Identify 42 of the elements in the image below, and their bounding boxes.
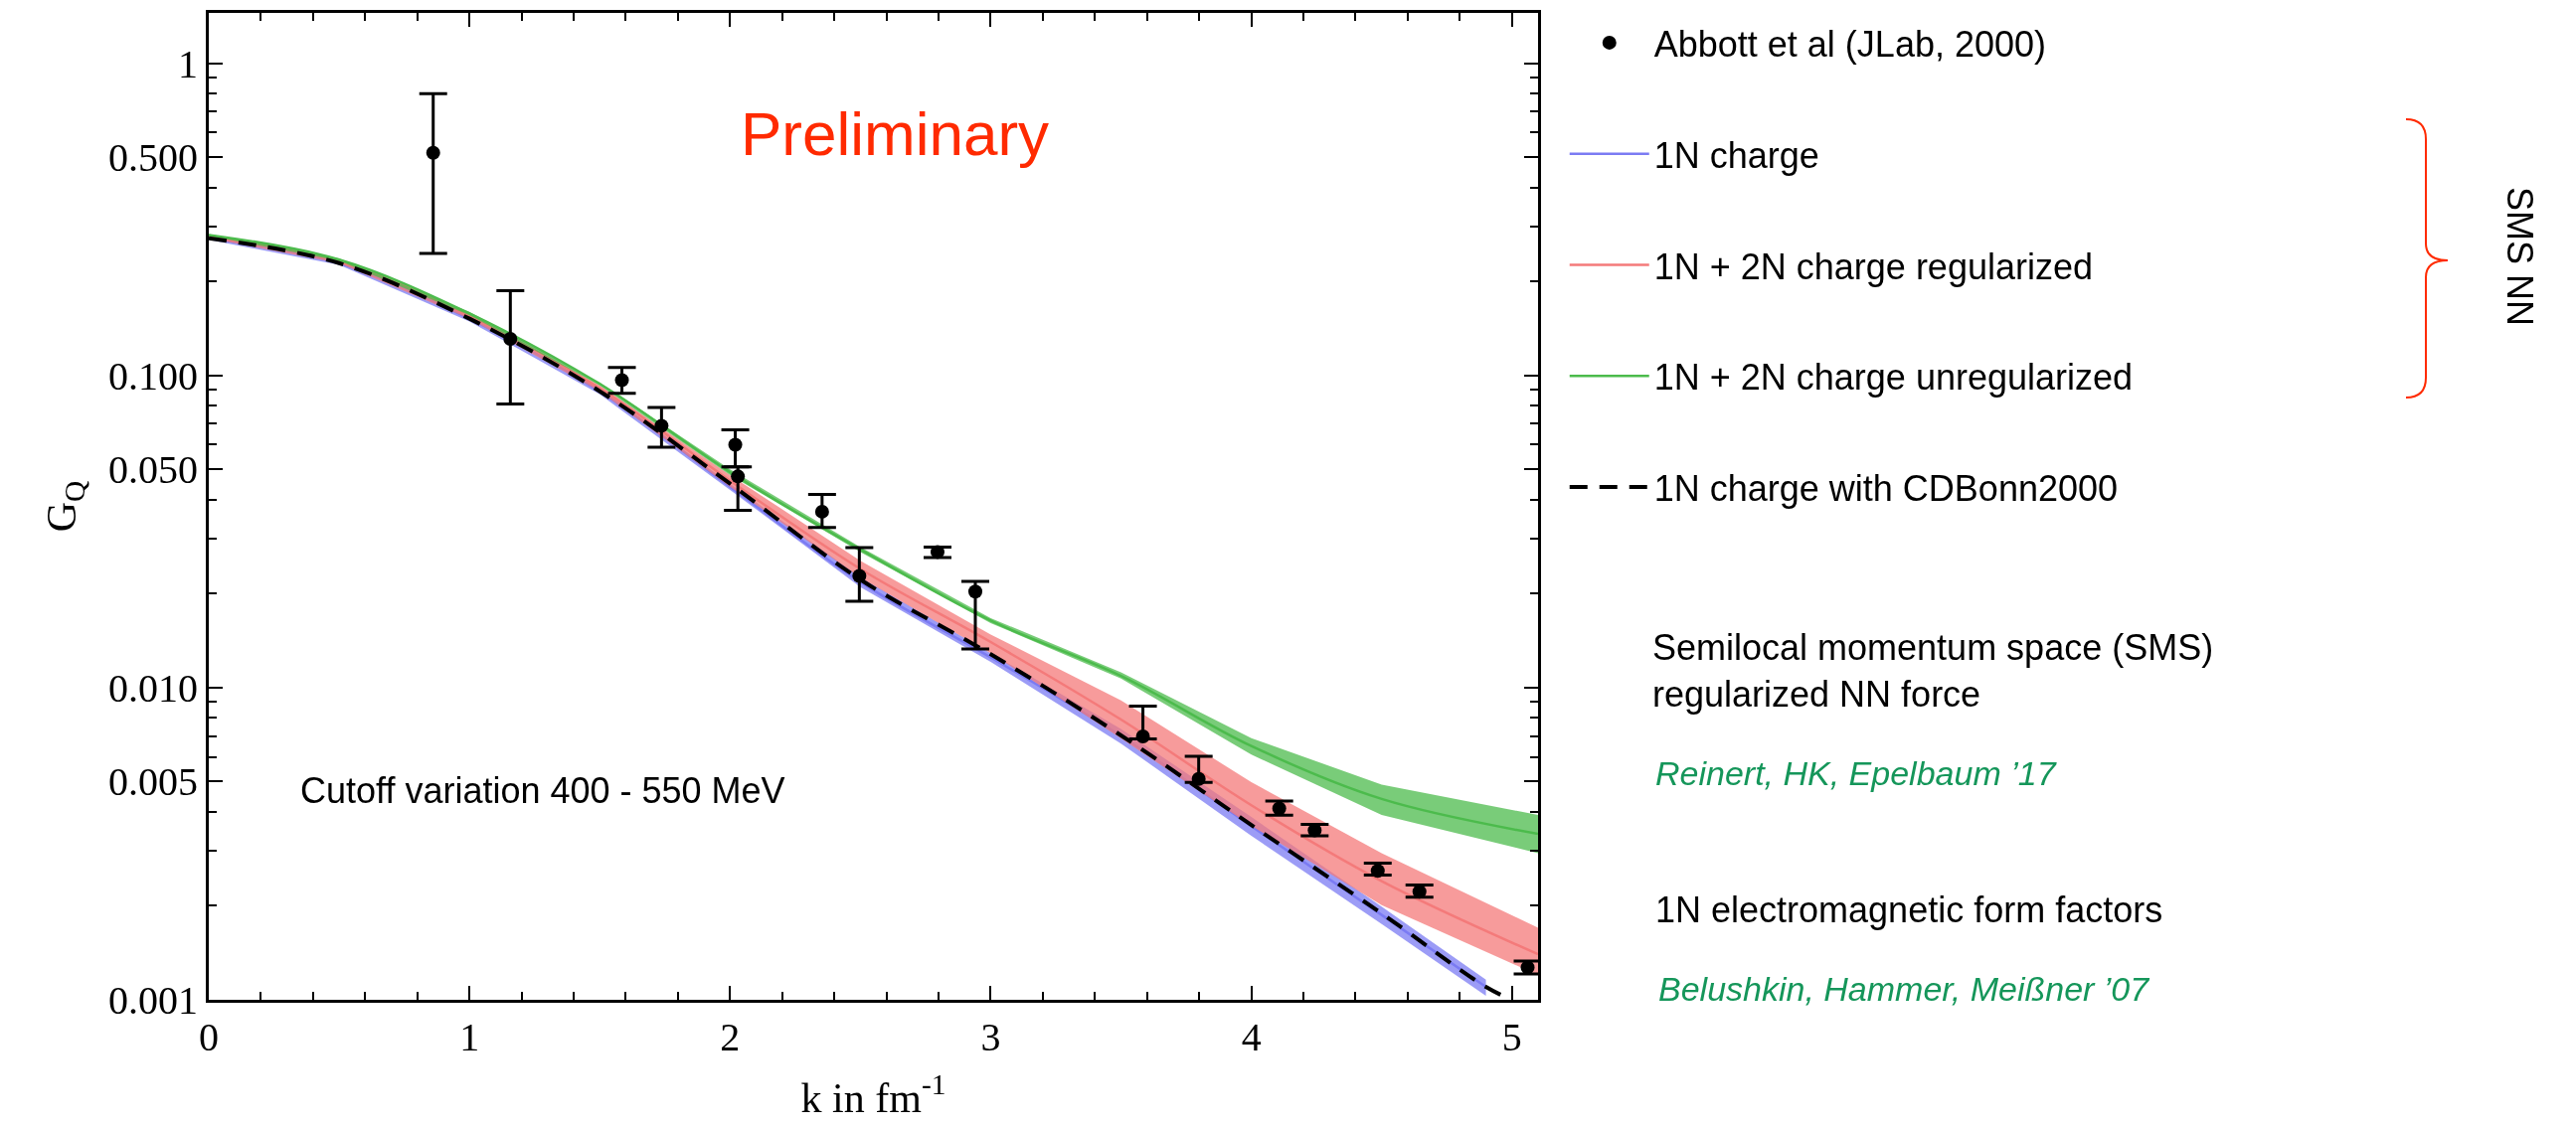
- text: SMS NN: [2499, 187, 2540, 327]
- x-tick-label: 4: [1241, 1015, 1262, 1059]
- point: [728, 437, 743, 452]
- legend-label: 1N charge: [1653, 134, 1819, 176]
- y-tick-label: 0.005: [108, 759, 198, 805]
- legend-label: 1N charge with CDBonn2000: [1653, 468, 2119, 510]
- text: Reinert, HK, Epelbaum ’17: [1655, 754, 2057, 792]
- point: [731, 469, 746, 484]
- x-tick-label: 3: [980, 1015, 1001, 1059]
- point: [654, 418, 669, 433]
- legend-label: 1N + 2N charge unregularized: [1653, 357, 2134, 399]
- point: [814, 504, 829, 519]
- y-tick-label: 1: [178, 41, 198, 86]
- y-tick-label: 0.010: [108, 665, 198, 711]
- point: [614, 373, 629, 388]
- text: 1N electromagnetic form factors: [1655, 889, 2163, 930]
- annotation: Preliminary: [741, 99, 1050, 168]
- legend-label: Abbott et al (JLab, 2000): [1653, 23, 2047, 65]
- text: Semilocal momentum space (SMS) regularized NN force: [1652, 627, 2214, 715]
- point: [968, 584, 982, 599]
- point: [1191, 771, 1206, 786]
- y-tick-label: 0.050: [108, 447, 198, 493]
- point: [852, 568, 867, 583]
- point: [931, 545, 945, 560]
- annotation: Cutoff variation 400 - 550 MeV: [300, 770, 785, 811]
- text: Belushkin, Hammer, Meißner ’07: [1658, 970, 2150, 1008]
- point: [1412, 885, 1427, 899]
- y-tick-label: 0.001: [108, 978, 198, 1023]
- point: [1520, 960, 1535, 975]
- point: [1272, 801, 1287, 816]
- y-tick-label: 0.500: [108, 135, 198, 181]
- point: [1370, 864, 1385, 879]
- x-tick-label: 0: [199, 1015, 219, 1059]
- point: [1135, 728, 1150, 743]
- point: [426, 145, 440, 160]
- legend-label: 1N + 2N charge regularized: [1653, 245, 2093, 287]
- x-axis-title: k in fm$^{-1}$: [800, 1068, 946, 1121]
- y-tick-label: 0.100: [108, 353, 198, 399]
- x-tick-label: 5: [1501, 1015, 1522, 1059]
- x-tick-label: 2: [720, 1015, 741, 1059]
- point: [503, 331, 518, 346]
- x-tick-label: 1: [459, 1015, 480, 1059]
